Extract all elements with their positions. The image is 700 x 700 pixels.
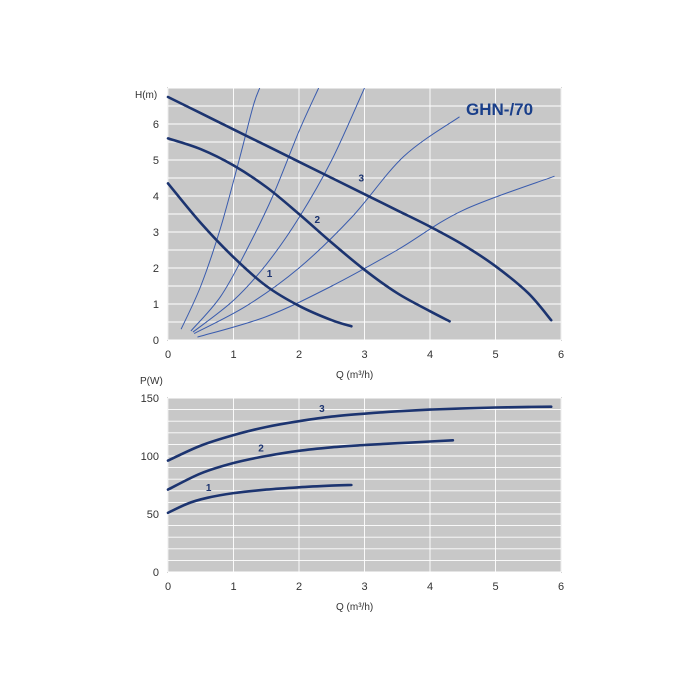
power-curve-1 <box>166 483 353 515</box>
head-y-tick-label: 3 <box>153 227 159 239</box>
power-y-tick-labels: 0 50 100 150 <box>141 393 159 579</box>
power-x-tick-label: 0 <box>165 581 171 593</box>
power-curve-2 <box>166 439 455 491</box>
head-curve-label-1: 1 <box>267 269 273 280</box>
power-curve-label-3: 3 <box>319 404 325 415</box>
power-x-tick-labels: 0 1 2 3 4 5 6 <box>165 581 564 593</box>
power-curve-label-2: 2 <box>258 443 264 454</box>
power-x-tick-label: 4 <box>427 581 433 593</box>
power-y-tick-label: 100 <box>141 451 159 463</box>
head-x-tick-label: 2 <box>296 349 302 361</box>
power-x-axis-title: Q (m³/h) <box>336 602 373 613</box>
system-curve-4 <box>193 116 460 334</box>
head-curve-label-3: 3 <box>358 174 364 185</box>
head-x-tick-label: 3 <box>361 349 367 361</box>
head-x-tick-label: 0 <box>165 349 171 361</box>
head-x-axis-title: Q (m³/h) <box>336 370 373 381</box>
head-y-tick-label: 4 <box>153 191 159 203</box>
power-y-tick-label: 50 <box>147 509 159 521</box>
head-x-tick-label: 5 <box>492 349 498 361</box>
power-curve-3 <box>166 405 553 462</box>
power-curves <box>166 405 553 515</box>
head-y-axis-title: H(m) <box>135 90 157 101</box>
head-curve-2 <box>166 137 451 323</box>
system-curve-1 <box>180 88 261 330</box>
head-curve-label-2: 2 <box>315 215 321 226</box>
head-x-tick-labels: 0 1 2 3 4 5 6 <box>165 349 564 361</box>
power-x-tick-label: 1 <box>230 581 236 593</box>
head-grid <box>167 87 562 341</box>
system-curve-3 <box>192 88 365 333</box>
head-curves <box>166 95 553 328</box>
head-y-tick-label: 2 <box>153 263 159 275</box>
chart-title: GHN-/70 <box>466 100 533 119</box>
system-curve-2 <box>190 88 320 332</box>
system-curves <box>180 88 555 338</box>
power-x-tick-label: 3 <box>361 581 367 593</box>
power-x-tick-label: 5 <box>492 581 498 593</box>
power-curve-label-1: 1 <box>206 483 212 494</box>
head-chart: 0 1 2 3 4 5 6 0 1 2 3 4 5 6 1 2 3 H(m) Q (m³/h) GHN-/7… <box>135 87 564 381</box>
head-x-tick-label: 1 <box>230 349 236 361</box>
head-y-tick-label: 5 <box>153 155 159 167</box>
power-chart: 0 1 2 3 4 5 6 0 50 100 150 1 2 3 P(W) Q (m³/h) <box>140 376 564 613</box>
head-y-tick-label: 6 <box>153 119 159 131</box>
head-curve-1 <box>166 182 353 328</box>
head-curve-labels: 1 2 3 <box>267 174 365 280</box>
head-y-tick-label: 1 <box>153 299 159 311</box>
head-y-tick-label: 0 <box>153 335 159 347</box>
power-x-tick-label: 2 <box>296 581 302 593</box>
head-curve-3 <box>166 95 553 322</box>
power-y-tick-label: 0 <box>153 567 159 579</box>
head-x-tick-label: 6 <box>558 349 564 361</box>
power-curve-labels: 1 2 3 <box>206 404 325 494</box>
power-y-axis-title: P(W) <box>140 376 163 387</box>
head-y-tick-labels: 0 1 2 3 4 5 6 <box>153 119 159 347</box>
system-curve-5 <box>197 175 555 338</box>
power-y-tick-label: 150 <box>141 393 159 405</box>
power-grid <box>167 397 562 573</box>
head-x-tick-label: 4 <box>427 349 433 361</box>
power-x-tick-label: 6 <box>558 581 564 593</box>
